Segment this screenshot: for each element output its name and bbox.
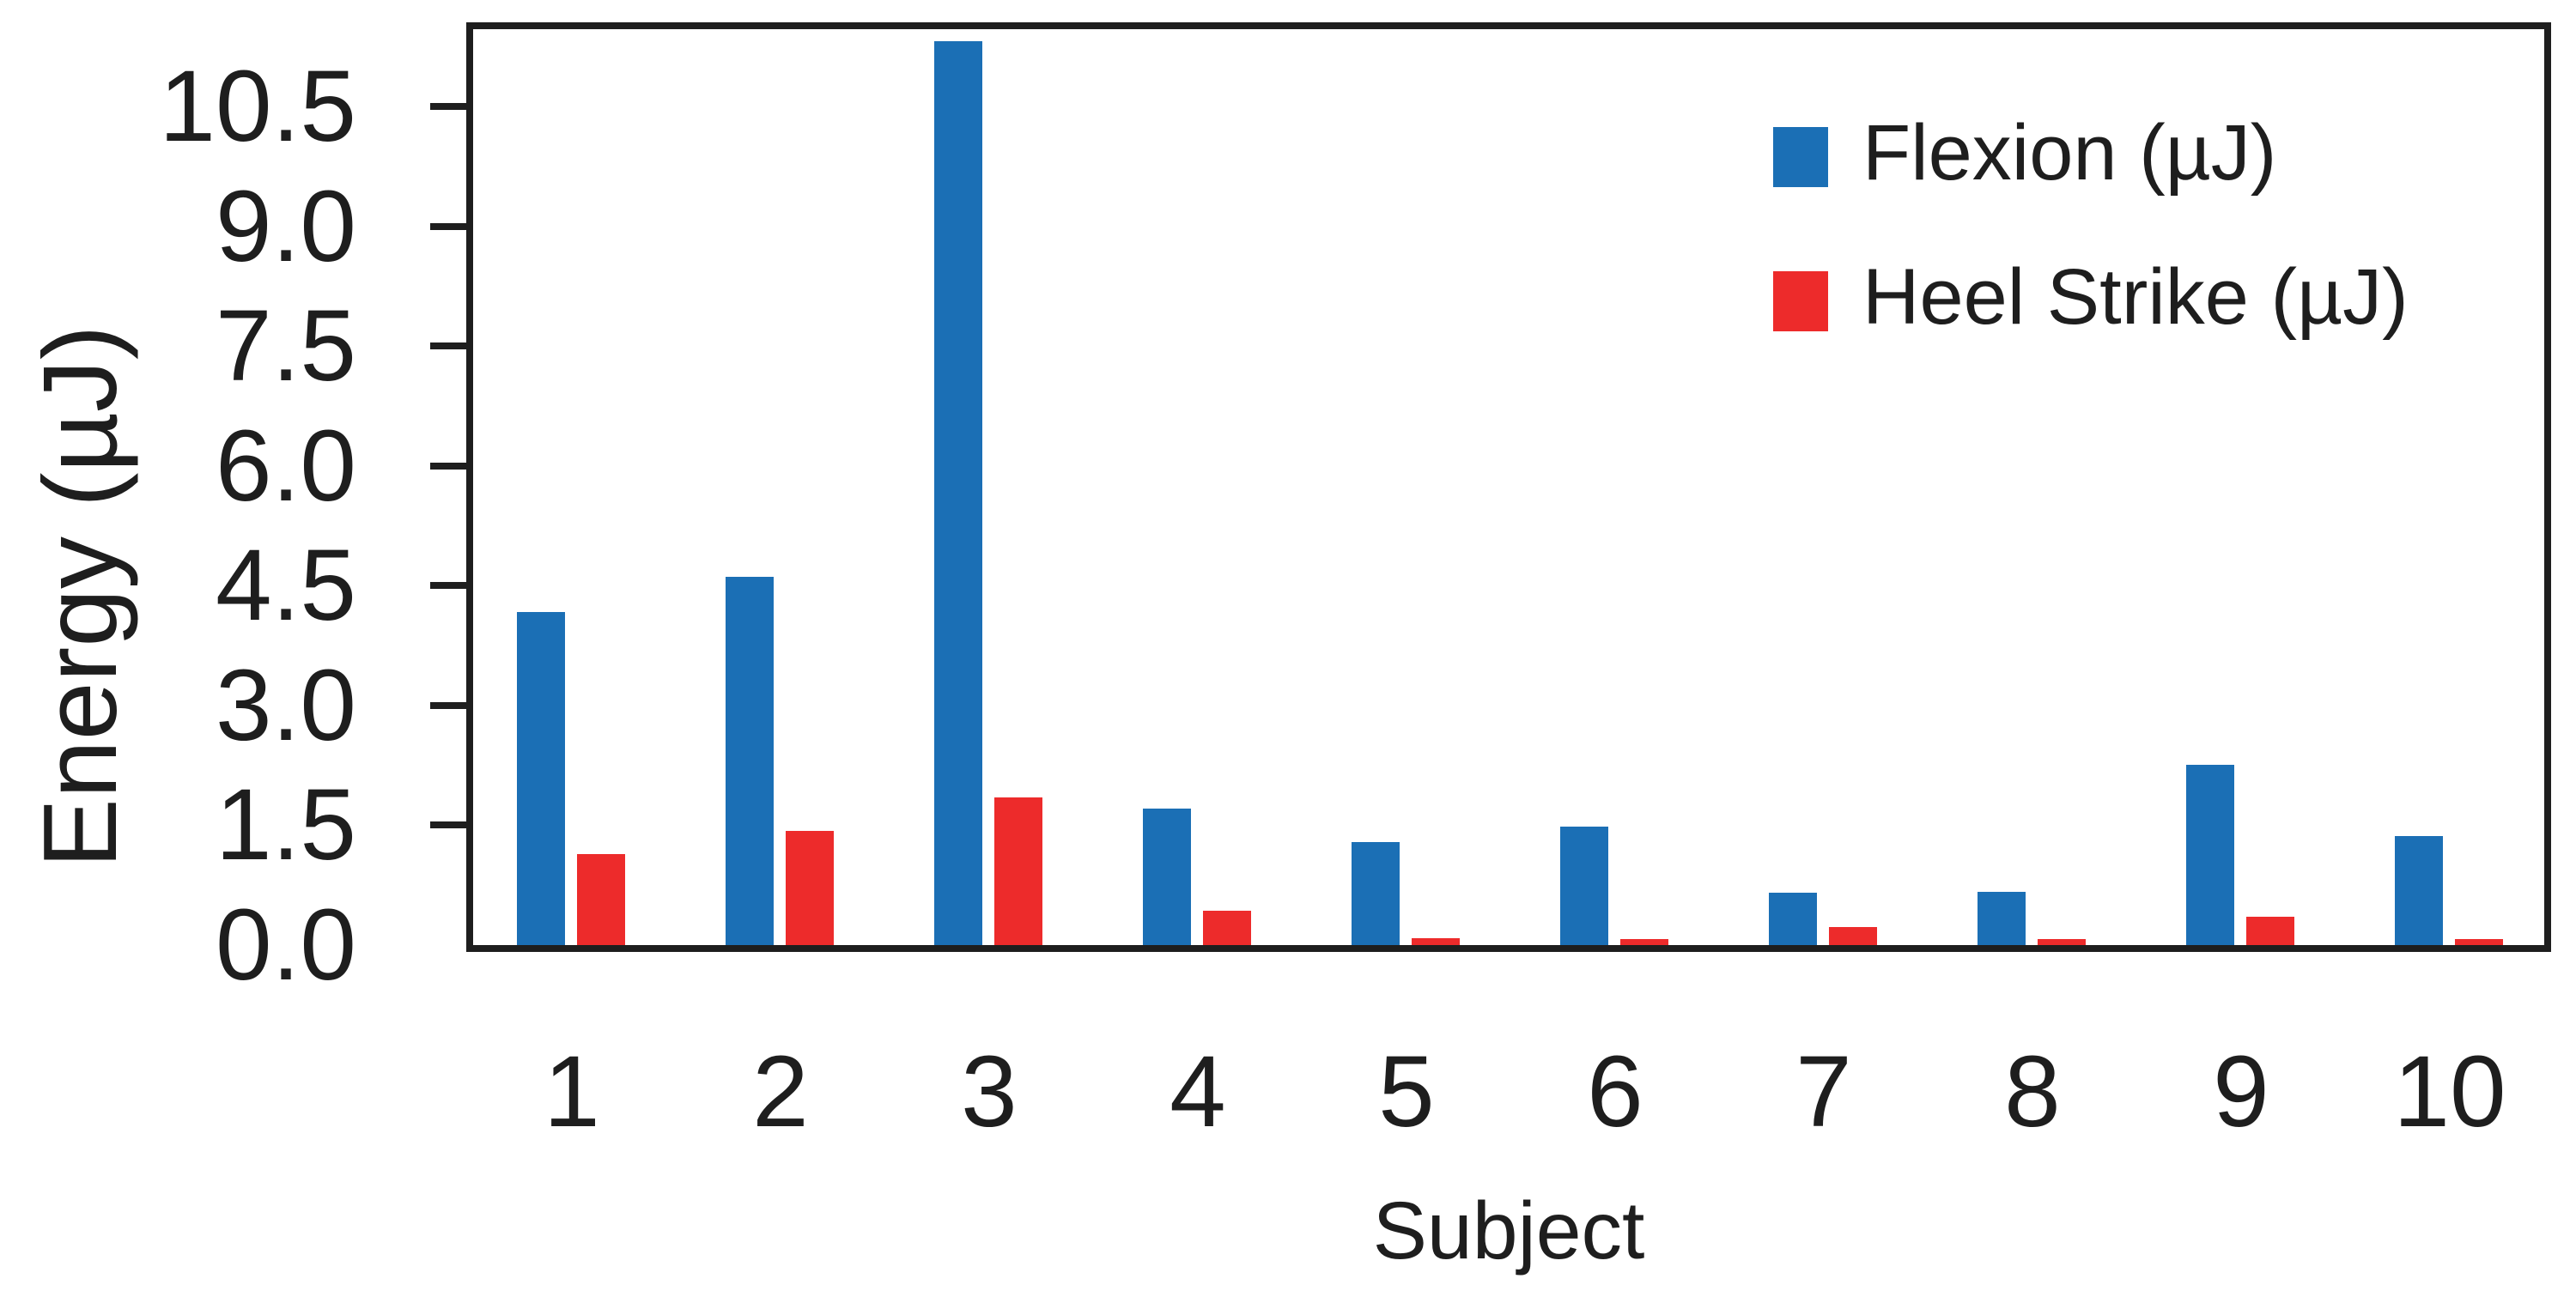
bar-flexion-subject-10 (2395, 836, 2443, 945)
x-axis-title: Subject (1372, 1185, 1645, 1276)
y-tick-mark (430, 462, 466, 470)
y-tick-mark (430, 103, 466, 111)
y-tick-label: 10.5 (159, 50, 356, 164)
bar-heel-strike-subject-3 (994, 797, 1042, 945)
y-tick-label: 6.0 (215, 409, 356, 523)
x-tick-label: 9 (2213, 1035, 2269, 1149)
y-tick-mark (430, 342, 466, 350)
y-tick-label: 9.0 (215, 169, 356, 283)
x-tick-label: 4 (1170, 1035, 1226, 1149)
y-tick-label: 3.0 (215, 648, 356, 762)
legend-swatch-heel-strike-icon (1773, 271, 1828, 331)
x-tick-label: 10 (2393, 1035, 2506, 1149)
bar-heel-strike-subject-10 (2455, 939, 2503, 945)
y-tick-mark (430, 821, 466, 829)
y-tick-label: 7.5 (215, 289, 356, 403)
y-tick-label: 0.0 (215, 888, 356, 1002)
x-tick-label: 1 (544, 1035, 600, 1149)
legend-swatch-flexion-icon (1773, 127, 1828, 187)
bar-flexion-subject-4 (1143, 809, 1191, 945)
y-tick-label: 4.5 (215, 529, 356, 643)
legend-item-heel-strike: Heel Strike (µJ) (1773, 258, 2409, 336)
y-tick-label: 1.5 (215, 768, 356, 882)
x-tick-label: 7 (1795, 1035, 1852, 1149)
bar-flexion-subject-5 (1352, 842, 1400, 945)
bar-flexion-subject-8 (1978, 892, 2026, 945)
legend-item-flexion: Flexion (µJ) (1773, 113, 2409, 192)
bar-flexion-subject-7 (1769, 893, 1817, 945)
x-tick-label: 2 (752, 1035, 809, 1149)
x-tick-label: 8 (2004, 1035, 2061, 1149)
x-tick-label: 6 (1587, 1035, 1643, 1149)
x-tick-label: 5 (1378, 1035, 1435, 1149)
bar-heel-strike-subject-2 (786, 831, 834, 945)
legend-label-heel-strike: Heel Strike (µJ) (1862, 253, 2409, 341)
legend: Flexion (µJ) Heel Strike (µJ) (1773, 113, 2409, 336)
bar-flexion-subject-9 (2186, 765, 2234, 945)
bar-heel-strike-subject-5 (1412, 938, 1460, 945)
bar-heel-strike-subject-9 (2246, 917, 2294, 945)
bar-heel-strike-subject-4 (1203, 911, 1251, 945)
y-tick-mark (430, 222, 466, 230)
bar-heel-strike-subject-7 (1829, 927, 1877, 945)
legend-label-flexion: Flexion (µJ) (1862, 109, 2277, 197)
bar-flexion-subject-1 (517, 612, 565, 945)
y-axis-title: Energy (µJ) (21, 324, 138, 869)
bar-heel-strike-subject-1 (577, 854, 625, 945)
bar-flexion-subject-3 (934, 41, 982, 945)
bar-heel-strike-subject-6 (1620, 939, 1668, 945)
bar-flexion-subject-2 (726, 577, 774, 945)
x-tick-label: 3 (961, 1035, 1018, 1149)
bar-flexion-subject-6 (1560, 827, 1608, 945)
y-tick-mark (430, 701, 466, 709)
plot-area (430, 22, 2551, 952)
bar-heel-strike-subject-8 (2038, 939, 2086, 945)
y-tick-mark (430, 582, 466, 590)
